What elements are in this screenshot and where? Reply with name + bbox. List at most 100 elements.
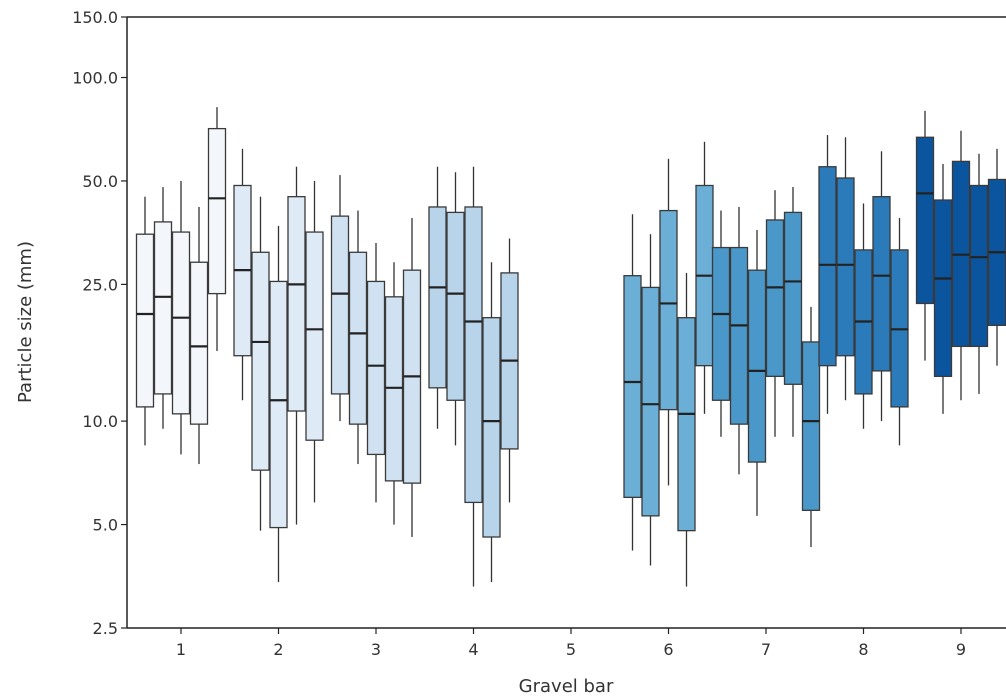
box-item: [305, 180, 324, 503]
box-item: [189, 206, 209, 465]
box-item: [711, 210, 731, 437]
y-axis-title: Particle size (mm): [15, 241, 36, 403]
box: [428, 206, 447, 389]
x-tick-label: 1: [176, 640, 186, 659]
box: [330, 215, 350, 395]
box-item: [872, 151, 891, 422]
box: [482, 317, 501, 538]
box: [659, 209, 678, 411]
y-tick-label: 50.0: [82, 172, 118, 191]
box-item: [765, 190, 785, 437]
box-item: [171, 180, 191, 455]
box-item: [287, 166, 306, 525]
box: [189, 261, 209, 425]
x-tick-label: 9: [956, 640, 966, 659]
box-item: [623, 214, 642, 551]
box: [464, 206, 483, 504]
box-item: [135, 196, 155, 446]
box: [305, 231, 324, 441]
box-group: [428, 166, 519, 587]
y-tick-label: 25.0: [82, 275, 118, 294]
box-item: [269, 225, 288, 583]
y-tick-label: 2.5: [93, 619, 118, 638]
y-tick-label: 5.0: [93, 516, 118, 535]
box: [446, 211, 465, 401]
y-tick-label: 150.0: [72, 8, 118, 27]
box: [677, 317, 696, 532]
box-item: [915, 110, 935, 361]
box-item: [987, 148, 1006, 366]
axes-layer: [126, 16, 1006, 629]
x-tick-label: 7: [761, 640, 771, 659]
y-tick-label: 10.0: [82, 412, 118, 431]
box: [251, 251, 270, 471]
box-item: [933, 164, 953, 414]
box-item: [969, 153, 989, 394]
box-item: [482, 262, 501, 583]
x-tick-label: 6: [663, 640, 673, 659]
box-item: [836, 137, 855, 401]
box-item: [446, 172, 465, 446]
box-item: [641, 234, 660, 566]
box-item: [890, 218, 909, 446]
box: [747, 269, 767, 463]
box: [348, 251, 368, 425]
box-group: [818, 135, 909, 446]
box: [135, 233, 155, 408]
box-item: [801, 306, 821, 548]
x-tick-label: 2: [273, 640, 283, 659]
box-item: [818, 135, 837, 414]
box-item: [348, 210, 368, 465]
x-tick-label: 3: [371, 640, 381, 659]
box-item: [729, 206, 749, 475]
box-group: [330, 175, 422, 538]
x-tick-label: 8: [858, 640, 868, 659]
box: [872, 196, 891, 372]
box: [818, 166, 837, 367]
box: [933, 199, 953, 377]
x-tick-label: 4: [468, 640, 478, 659]
box-item: [783, 187, 803, 437]
box: [171, 231, 191, 415]
ticks-layer: 2.5 5.0 10.0 25.0 50.0 100.0 150.0 1 2 3 4 5 6 7 8 9: [72, 8, 966, 659]
box-item: [153, 187, 173, 429]
box-group: [711, 187, 821, 548]
box-item: [428, 166, 447, 429]
box-item: [384, 262, 404, 525]
box-item: [747, 229, 767, 516]
box-group: [623, 141, 714, 587]
box: [783, 211, 803, 385]
box-layer: [135, 107, 1006, 587]
box: [153, 221, 173, 395]
x-axis-title: Gravel bar: [519, 676, 614, 697]
box: [207, 127, 227, 295]
box-group: [233, 148, 324, 583]
box: [711, 246, 731, 401]
box-item: [233, 148, 252, 401]
box-group: [915, 110, 1006, 414]
box: [623, 275, 642, 499]
box: [269, 280, 288, 529]
box: [287, 196, 306, 412]
box-item: [951, 130, 971, 401]
box: [969, 184, 989, 348]
box: [366, 280, 386, 456]
box: [915, 136, 935, 305]
box: [836, 177, 855, 357]
box-group: [135, 107, 227, 465]
box-item: [854, 203, 873, 429]
box: [765, 219, 785, 377]
box: [641, 286, 660, 517]
box-item: [659, 158, 678, 486]
box-item: [402, 218, 422, 538]
box-item: [677, 272, 696, 587]
box-item: [695, 141, 714, 414]
x-tick-label: 5: [566, 640, 576, 659]
box-item: [251, 196, 270, 531]
box-item: [366, 242, 386, 503]
box-item: [500, 238, 519, 503]
box: [729, 246, 749, 425]
box-item: [330, 175, 350, 422]
box: [801, 341, 821, 511]
